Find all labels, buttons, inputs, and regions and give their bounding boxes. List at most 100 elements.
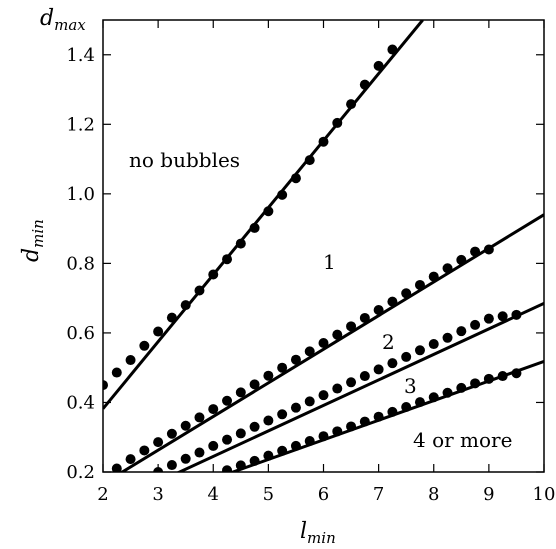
region-label-4-or-more: 4 or more: [413, 428, 512, 452]
data-point-series-2: [401, 288, 412, 299]
x-axis-label: lmin: [300, 519, 336, 547]
data-point-series-3: [318, 390, 329, 401]
data-point-series-3: [373, 364, 384, 375]
data-point-series-1: [346, 99, 357, 110]
data-point-series-3: [304, 396, 315, 407]
data-point-series-1: [263, 206, 274, 217]
data-point-series-4: [483, 373, 494, 384]
y-axis-label: dmin: [19, 219, 47, 262]
data-point-series-3: [442, 332, 453, 343]
data-point-series-4: [318, 431, 329, 442]
data-point-series-2: [166, 428, 177, 439]
data-point-series-3: [346, 377, 357, 388]
data-point-series-3: [222, 434, 233, 445]
data-point-series-4: [387, 406, 398, 417]
data-point-series-1: [208, 269, 219, 280]
x-tick-label: 3: [152, 484, 163, 505]
y-tick-label: 0.8: [66, 253, 95, 274]
data-point-series-1: [222, 254, 233, 265]
x-tick-label: 9: [483, 484, 494, 505]
data-point-series-3: [497, 311, 508, 322]
data-point-series-1: [103, 380, 108, 391]
data-point-series-4: [346, 421, 357, 432]
data-point-series-1: [125, 355, 136, 366]
data-point-series-4: [249, 455, 260, 466]
data-point-series-3: [428, 339, 439, 350]
data-point-series-2: [373, 304, 384, 315]
data-point-series-2: [332, 329, 343, 340]
fit-line-3: [176, 302, 544, 472]
region-label-1: 1: [323, 250, 336, 274]
data-point-series-2: [387, 296, 398, 307]
data-point-series-3: [511, 309, 522, 320]
y-tick-label: 1.4: [66, 45, 95, 66]
x-tick-label: 10: [533, 484, 556, 505]
data-point-series-4: [470, 378, 481, 389]
data-point-series-3: [180, 453, 191, 464]
data-point-series-2: [304, 346, 315, 357]
data-point-series-4: [277, 445, 288, 456]
data-point-series-3: [470, 319, 481, 330]
plot-data: [103, 20, 544, 472]
data-point-series-3: [359, 371, 370, 382]
data-point-series-2: [111, 463, 122, 472]
data-point-series-3: [332, 383, 343, 394]
data-point-series-1: [194, 285, 205, 296]
x-tick-label: 4: [208, 484, 219, 505]
x-tick-label: 7: [373, 484, 384, 505]
data-point-series-2: [483, 244, 494, 255]
data-point-series-3: [290, 402, 301, 413]
data-point-series-3: [387, 358, 398, 369]
data-point-series-2: [125, 454, 136, 465]
fit-line-1: [103, 20, 424, 410]
data-point-series-4: [497, 371, 508, 382]
data-point-series-1: [166, 312, 177, 323]
data-point-series-3: [483, 313, 494, 324]
data-point-series-2: [470, 246, 481, 257]
data-point-series-1: [373, 60, 384, 71]
data-point-series-2: [208, 404, 219, 415]
data-point-series-1: [180, 300, 191, 311]
data-point-series-4: [332, 426, 343, 437]
y-tick-label: 1.2: [66, 114, 95, 135]
x-tick-label: 2: [97, 484, 108, 505]
region-label-3: 3: [404, 374, 417, 398]
data-point-series-3: [166, 460, 177, 471]
y-tick-label: 0.2: [66, 462, 95, 483]
data-point-series-4: [401, 401, 412, 412]
data-point-series-3: [263, 415, 274, 426]
data-point-series-4: [428, 392, 439, 403]
data-point-series-4: [290, 440, 301, 451]
data-point-series-1: [332, 117, 343, 128]
data-point-series-2: [277, 362, 288, 373]
data-point-series-1: [111, 367, 122, 378]
data-point-series-4: [304, 436, 315, 447]
data-point-series-3: [277, 409, 288, 420]
data-point-series-1: [359, 79, 370, 90]
data-point-series-4: [511, 368, 522, 379]
data-point-series-2: [235, 387, 246, 398]
data-point-series-1: [249, 222, 260, 233]
data-point-series-3: [249, 421, 260, 432]
data-point-series-1: [235, 238, 246, 249]
y-tick-label: 0.4: [66, 392, 95, 413]
corner-label: dmax: [40, 6, 86, 34]
data-point-series-4: [442, 387, 453, 398]
data-point-series-2: [180, 420, 191, 431]
data-point-series-4: [456, 382, 467, 393]
data-point-series-1: [387, 44, 398, 55]
data-point-series-4: [414, 397, 425, 408]
data-point-series-1: [290, 173, 301, 184]
region-label-2: 2: [382, 330, 395, 354]
data-point-series-2: [456, 254, 467, 265]
data-point-series-2: [263, 370, 274, 381]
data-point-series-1: [277, 189, 288, 200]
data-point-series-2: [442, 263, 453, 274]
data-point-series-3: [208, 440, 219, 451]
data-point-series-2: [290, 354, 301, 365]
data-point-series-2: [153, 437, 164, 448]
data-point-series-4: [373, 411, 384, 422]
data-point-series-4: [235, 460, 246, 471]
data-point-series-3: [194, 447, 205, 458]
data-point-series-1: [318, 136, 329, 147]
